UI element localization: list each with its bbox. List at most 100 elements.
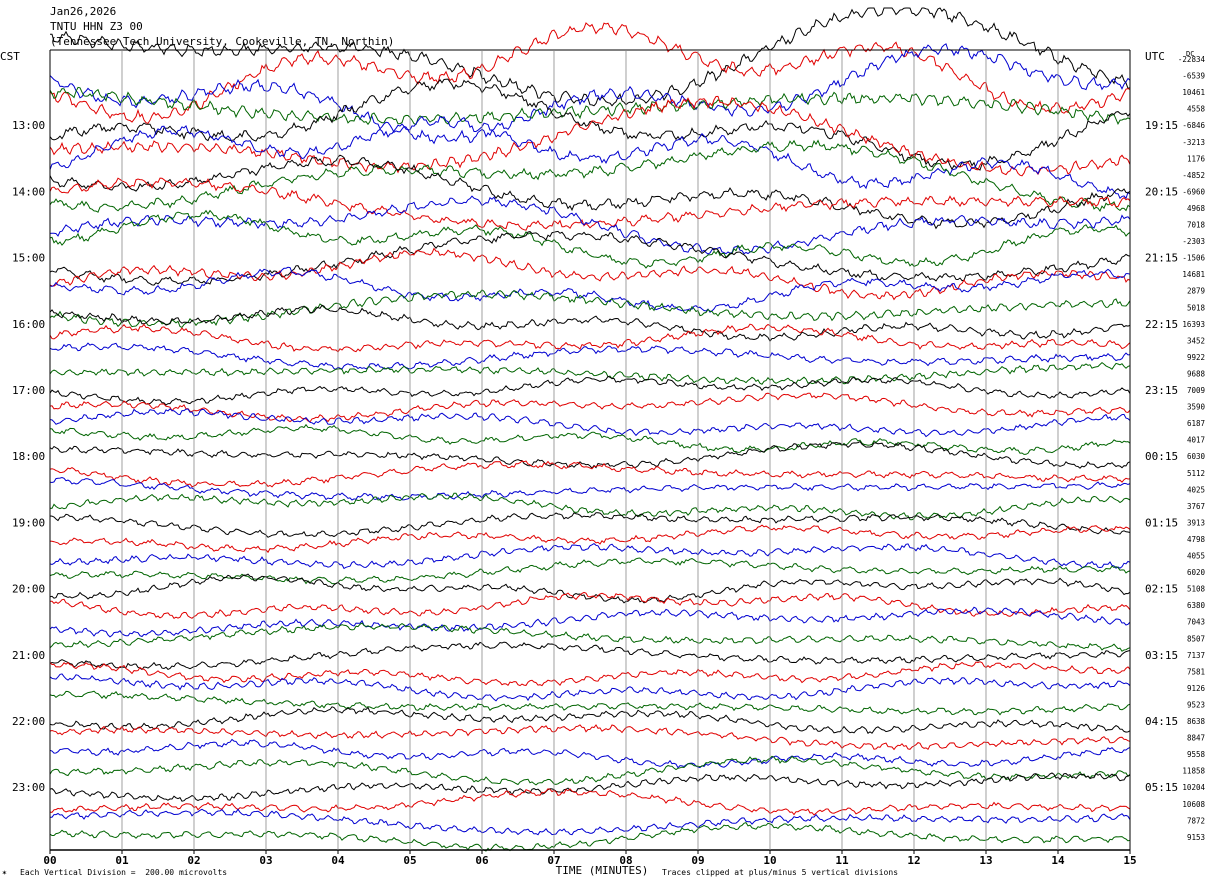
clip-note: Traces clipped at plus/minus 5 vertical … <box>662 868 899 877</box>
dc-offset-label: 10204 <box>1182 783 1205 792</box>
trace-10 <box>49 195 1131 255</box>
right-hour-label: 22:15 <box>1145 318 1178 331</box>
trace-31 <box>49 557 1131 585</box>
dc-offset-label: 6187 <box>1187 419 1205 428</box>
left-hour-label: 20:00 <box>12 583 45 596</box>
trace-44 <box>49 772 1131 802</box>
x-tick-label: 03 <box>259 854 272 867</box>
x-tick-label: 11 <box>835 854 849 867</box>
dc-offset-label: -2303 <box>1182 237 1205 246</box>
right-hour-label: 20:15 <box>1145 185 1178 198</box>
dc-offset-label: 4558 <box>1187 105 1206 114</box>
right-hour-label: 23:15 <box>1145 384 1178 397</box>
trace-41 <box>49 724 1131 751</box>
dc-offset-label: 3452 <box>1187 336 1205 345</box>
dc-offset-label: 6020 <box>1187 568 1206 577</box>
right-hour-label: 21:15 <box>1145 252 1178 265</box>
x-tick-label: 01 <box>115 854 129 867</box>
trace-14 <box>49 266 1131 313</box>
trace-29 <box>49 524 1131 554</box>
dc-offset-label: -6960 <box>1182 187 1205 196</box>
right-hour-label: 04:15 <box>1145 715 1178 728</box>
trace-8 <box>49 154 1131 230</box>
trace-18 <box>49 342 1131 370</box>
trace-20 <box>49 375 1131 406</box>
trace-45 <box>49 788 1131 816</box>
trace-33 <box>49 591 1131 619</box>
dc-offset-label: -1506 <box>1182 254 1205 263</box>
dc-offset-label: 4017 <box>1187 436 1205 445</box>
left-hour-label: 16:00 <box>12 318 45 331</box>
x-tick-label: 08 <box>619 854 632 867</box>
left-hour-label: 23:00 <box>12 781 45 794</box>
dc-offset-label: 9126 <box>1187 684 1206 693</box>
dc-offset-label: 7872 <box>1187 816 1205 825</box>
x-tick-label: 06 <box>475 854 489 867</box>
trace-38 <box>49 673 1131 702</box>
right-hour-label: 00:15 <box>1145 450 1178 463</box>
x-axis-label: TIME (MINUTES) <box>556 864 649 877</box>
dc-offset-label: 6030 <box>1187 452 1206 461</box>
trace-46 <box>50 808 1131 836</box>
trace-47 <box>49 821 1131 852</box>
x-tick-label: 09 <box>691 854 704 867</box>
trace-34 <box>49 606 1131 638</box>
x-tick-label: 14 <box>1051 854 1065 867</box>
dc-offset-label: 5018 <box>1187 303 1206 312</box>
dc-offset-label: 14681 <box>1182 270 1205 279</box>
trace-23 <box>49 423 1131 455</box>
dc-offset-label: -22834 <box>1178 55 1206 64</box>
trace-17 <box>49 323 1131 353</box>
trace-7 <box>49 139 1131 213</box>
trace-16 <box>49 304 1131 343</box>
left-hour-label: 17:00 <box>12 384 45 397</box>
trace-19 <box>49 361 1131 385</box>
trace-15 <box>49 289 1131 329</box>
dc-offset-label: 9523 <box>1187 700 1205 709</box>
dc-offset-label: 10608 <box>1182 800 1205 809</box>
dc-offset-label: 1176 <box>1187 154 1206 163</box>
left-hour-label: 14:00 <box>12 185 45 198</box>
dc-offset-label: 9688 <box>1187 369 1206 378</box>
dc-offset-label: 11858 <box>1182 767 1205 776</box>
trace-9 <box>49 177 1131 231</box>
dc-offset-label: 3913 <box>1187 518 1205 527</box>
trace-26 <box>49 476 1131 501</box>
dc-offset-label: 2879 <box>1187 287 1205 296</box>
trace-42 <box>49 738 1131 769</box>
dc-offset-label: 6380 <box>1187 601 1206 610</box>
x-tick-label: 10 <box>763 854 776 867</box>
right-hour-label: 05:15 <box>1145 781 1178 794</box>
dc-offset-label: 3767 <box>1187 502 1205 511</box>
trace-1 <box>49 22 1131 125</box>
x-tick-label: 15 <box>1123 854 1136 867</box>
dc-offset-label: 4968 <box>1187 204 1206 213</box>
corner-mark: ✶ <box>2 868 7 877</box>
trace-37 <box>49 661 1131 687</box>
dc-offset-label: -4852 <box>1182 171 1205 180</box>
x-tick-label: 07 <box>547 854 560 867</box>
dc-offset-label: 4055 <box>1187 552 1205 561</box>
dc-label: DC <box>1186 50 1194 58</box>
trace-21 <box>49 392 1131 423</box>
grid-layer <box>49 49 1131 854</box>
right-hour-label: 02:15 <box>1145 583 1178 596</box>
trace-22 <box>49 408 1131 438</box>
left-hour-label: 22:00 <box>12 715 45 728</box>
dc-offset-label: 8638 <box>1187 717 1206 726</box>
dc-offset-label: 8847 <box>1187 734 1205 743</box>
header-station: TNTU HHN Z3 00 <box>50 20 143 33</box>
left-hour-label: 15:00 <box>12 252 45 265</box>
x-tick-label: 02 <box>187 854 200 867</box>
trace-11 <box>49 209 1131 269</box>
trace-39 <box>49 690 1131 716</box>
dc-offset-label: -3213 <box>1182 138 1205 147</box>
trace-36 <box>49 641 1131 671</box>
trace-0 <box>50 7 1131 107</box>
dc-offset-label: 8507 <box>1187 634 1205 643</box>
dc-offset-label: 10461 <box>1182 88 1205 97</box>
trace-27 <box>49 492 1131 521</box>
dc-offset-label: 9558 <box>1187 750 1206 759</box>
